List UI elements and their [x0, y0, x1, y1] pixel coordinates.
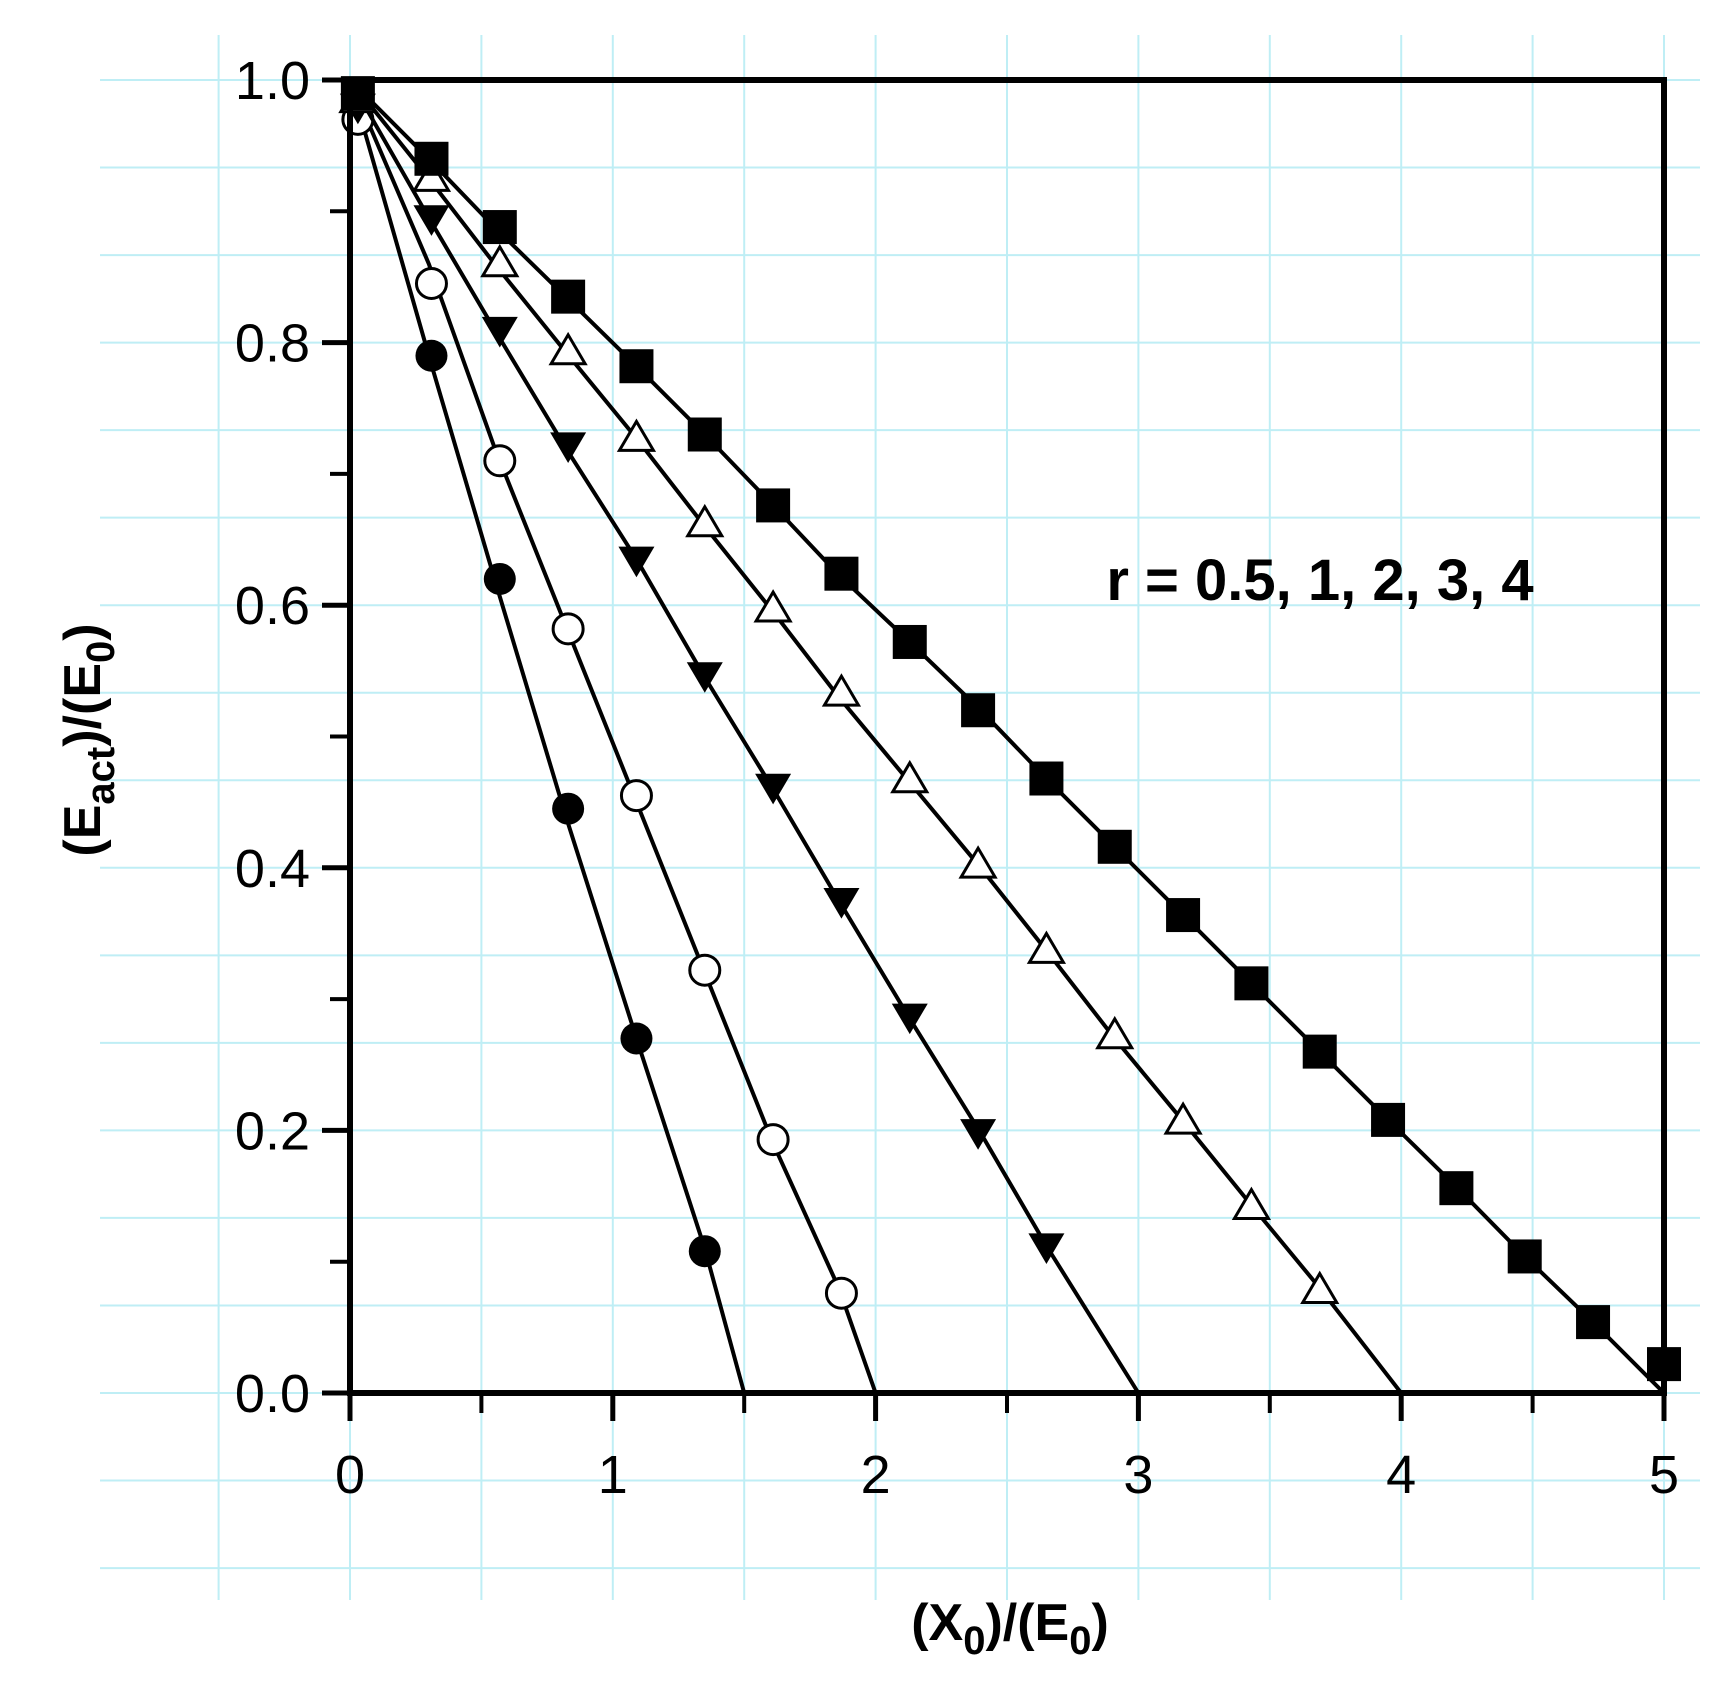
marker-filled-square [1029, 761, 1064, 796]
marker-open-circle [551, 612, 585, 646]
marker-open-triangle [616, 418, 657, 452]
marker-filled-square [1166, 898, 1201, 933]
marker-filled-square [1097, 829, 1132, 864]
axis-title-subscript: act [79, 747, 123, 805]
marker-open-triangle [1095, 1015, 1135, 1050]
marker-open-triangle [753, 589, 793, 623]
marker-filled-square [892, 624, 927, 659]
series-open-circle [341, 79, 878, 1394]
x-tick-label: 5 [1649, 1445, 1679, 1505]
marker-open-triangle [890, 759, 930, 794]
x-tick-label: 4 [1386, 1445, 1416, 1505]
marker-open-circle [824, 1276, 858, 1310]
grid [100, 35, 1700, 1600]
axis-title-segment: )/(E [54, 663, 112, 747]
series-filled-triangle-down [339, 79, 1141, 1395]
series-line [348, 78, 1403, 1395]
y-tick-label: 0.4 [235, 839, 310, 899]
marker-filled-circle [483, 562, 516, 595]
marker-filled-triangle [686, 662, 723, 693]
marker-open-triangle [1300, 1270, 1340, 1304]
marker-filled-triangle [618, 546, 655, 578]
marker-open-triangle [480, 243, 520, 278]
marker-open-circle [756, 1123, 790, 1157]
x-tick-label: 0 [335, 1445, 365, 1505]
marker-filled-triangle [413, 205, 450, 236]
marker-filled-square [824, 556, 859, 591]
marker-open-triangle [685, 503, 725, 538]
marker-open-triangle [958, 845, 998, 879]
marker-filled-circle [415, 339, 448, 372]
series-open-triangle-up [338, 78, 1403, 1395]
marker-open-triangle [548, 331, 588, 366]
y-tick-label: 0.2 [235, 1101, 310, 1161]
marker-filled-triangle [550, 432, 587, 464]
x-axis-title: (X0)/(E0) [911, 1594, 1109, 1663]
marker-filled-square [961, 693, 996, 728]
marker-filled-square [1507, 1239, 1542, 1274]
y-axis-title: (Eact)/(E0) [54, 623, 123, 856]
marker-open-circle [619, 779, 653, 813]
axis-title-segment: (X [911, 1594, 963, 1652]
y-tick-label: 0.8 [235, 314, 310, 374]
axis-title-subscript: 0 [963, 1619, 985, 1663]
y-tick-label: 0.6 [235, 576, 310, 636]
series-line [348, 79, 1141, 1395]
marker-filled-square [687, 417, 722, 452]
marker-filled-square [551, 279, 586, 314]
axis-title-segment: ) [54, 623, 112, 640]
axis-title-segment: )/(E [985, 1594, 1069, 1652]
marker-open-triangle [1026, 930, 1067, 964]
marker-filled-circle [620, 1022, 653, 1055]
marker-open-triangle [821, 673, 862, 707]
marker-filled-circle [688, 1235, 721, 1268]
marker-filled-circle [552, 792, 585, 825]
marker-filled-triangle [891, 1003, 928, 1035]
axes: 0.0 0.2 0.4 0.6 0.8 1.0 0 1 2 3 4 5 [235, 51, 1679, 1505]
marker-filled-square [1576, 1305, 1611, 1340]
marker-filled-triangle [823, 888, 860, 919]
y-tick-label: 1.0 [235, 51, 310, 111]
marker-filled-square [482, 210, 517, 245]
marker-filled-square [756, 488, 791, 523]
x-tick-label: 3 [1123, 1445, 1153, 1505]
axis-title-segment: (E [54, 805, 112, 857]
series-group [338, 76, 1681, 1395]
x-tick-label: 1 [598, 1445, 628, 1505]
marker-open-circle [414, 267, 448, 301]
marker-filled-square [1439, 1171, 1474, 1206]
marker-filled-square [414, 141, 449, 176]
axis-title-subscript: 0 [79, 641, 123, 663]
marker-open-triangle [1163, 1101, 1203, 1135]
marker-filled-square [1302, 1034, 1337, 1069]
marker-open-triangle [1231, 1186, 1272, 1220]
axis-title-subscript: 0 [1069, 1619, 1091, 1663]
marker-filled-square [1371, 1102, 1406, 1137]
marker-filled-triangle [755, 773, 792, 805]
marker-filled-square [619, 349, 654, 384]
marker-filled-triangle [1028, 1233, 1065, 1264]
marker-open-circle [688, 953, 722, 987]
marker-open-circle [483, 444, 517, 478]
marker-filled-triangle [481, 316, 518, 348]
marker-filled-triangle [960, 1119, 997, 1150]
marker-filled-square [1234, 966, 1269, 1001]
x-tick-label: 2 [861, 1445, 891, 1505]
series-filled-square [340, 76, 1681, 1395]
axis-title-segment: ) [1091, 1594, 1108, 1652]
marker-open-triangle [411, 158, 452, 192]
annotation-label: r = 0.5, 1, 2, 3, 4 [1106, 548, 1533, 613]
y-tick-label: 0.0 [235, 1364, 310, 1424]
